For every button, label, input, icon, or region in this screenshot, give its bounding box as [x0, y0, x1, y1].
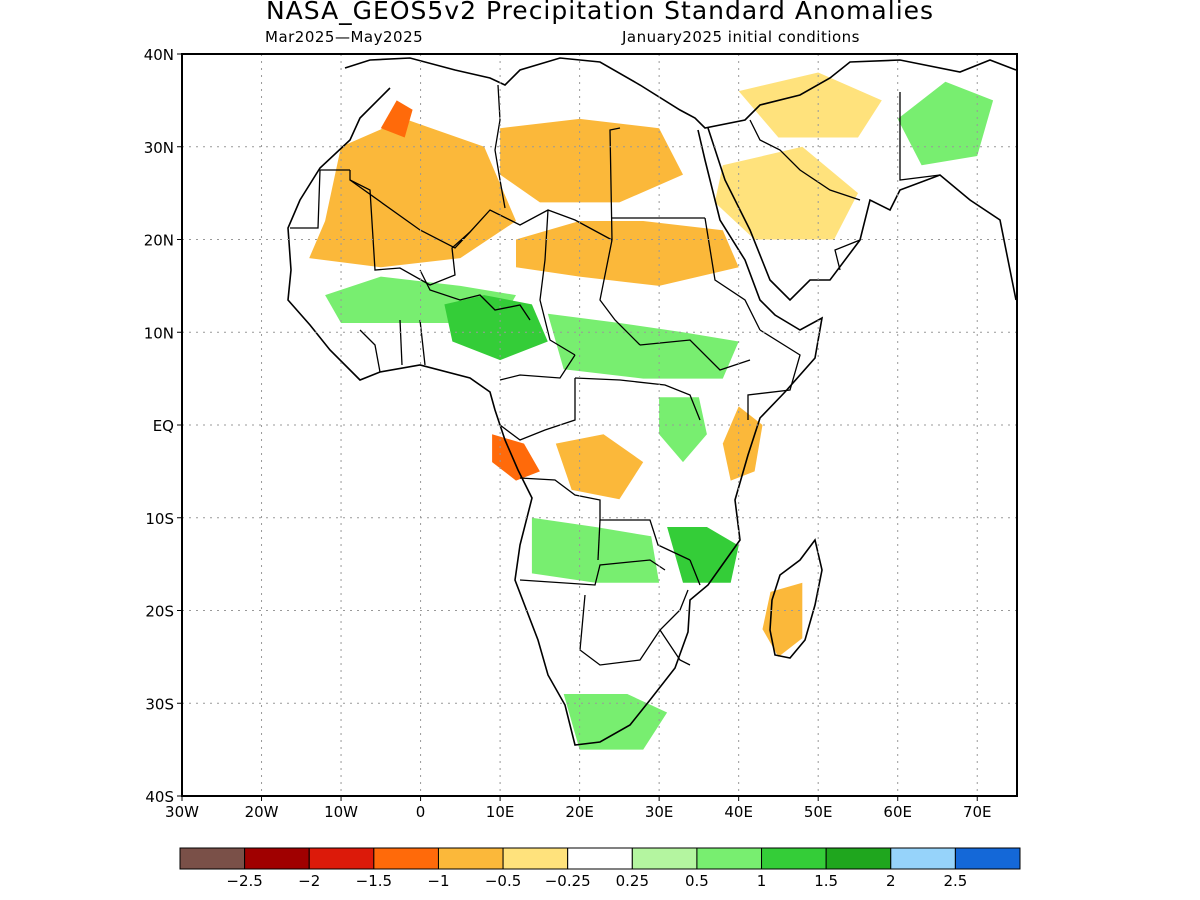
lat-label: 20N	[144, 232, 174, 250]
lat-label: 40N	[144, 46, 174, 64]
colorbar-swatch	[502, 847, 569, 870]
lon-label: 30W	[165, 803, 199, 821]
anomaly-shading	[309, 72, 994, 750]
anomaly-region	[897, 81, 994, 166]
forecast-period: Mar2025—May2025	[265, 28, 424, 46]
colorbar-label: −1.5	[356, 872, 392, 890]
colorbar-swatch	[244, 847, 310, 870]
anomaly-region	[547, 313, 739, 379]
lat-label: EQ	[153, 417, 174, 435]
colorbar-label: −0.25	[545, 872, 591, 890]
lon-label: 10W	[324, 803, 358, 821]
anomaly-region	[500, 118, 683, 203]
anomaly-region	[667, 527, 739, 583]
colorbar-swatch	[373, 847, 439, 870]
anomaly-region	[555, 434, 644, 500]
colorbar-swatch	[825, 847, 892, 870]
anomaly-region	[492, 434, 540, 481]
lon-label: 40E	[724, 803, 753, 821]
lon-label: 50E	[804, 803, 833, 821]
colorbar-label: −0.5	[485, 872, 521, 890]
anomaly-region	[722, 406, 763, 481]
colorbar-label: 0.5	[685, 872, 709, 890]
map-title: NASA_GEOS5v2 Precipitation Standard Anom…	[265, 0, 935, 25]
colorbar-label: 1	[757, 872, 767, 890]
lat-label: 20S	[145, 603, 174, 621]
anomaly-region	[714, 146, 858, 240]
lat-label: 40S	[145, 788, 174, 806]
lon-label: 20E	[565, 803, 594, 821]
colorbar-label: 1.5	[814, 872, 838, 890]
anomaly-region	[444, 295, 548, 361]
country-borders	[290, 84, 941, 666]
longitude-labels: 30W 20W 10W 0 10E 20E 30E 40E 50E 60E 70E	[165, 796, 992, 821]
colorbar-swatch	[308, 847, 375, 870]
map-grid	[182, 54, 1017, 796]
anomaly-region	[309, 118, 516, 268]
lat-label: 30S	[145, 695, 174, 713]
lon-label: 0	[416, 803, 426, 821]
anomaly-region	[738, 72, 882, 138]
colorbar-swatch	[954, 847, 1021, 870]
colorbar-label: 2	[886, 872, 896, 890]
colorbar-swatch	[567, 847, 633, 870]
lon-label: 70E	[963, 803, 992, 821]
initial-conditions: January2025 initial conditions	[622, 28, 860, 46]
colorbar-swatch	[179, 847, 246, 870]
colorbar-label: −2	[298, 872, 320, 890]
lat-label: 10S	[145, 510, 174, 528]
colorbar-label: 2.5	[943, 872, 967, 890]
colorbar-label: 0.25	[616, 872, 649, 890]
colorbar-swatch	[696, 847, 763, 870]
colorbar-label: −1	[427, 872, 449, 890]
lon-label: 10E	[486, 803, 515, 821]
colorbar-swatch	[761, 847, 827, 870]
colorbar-swatch	[437, 847, 504, 870]
colorbar-label: −2.5	[226, 872, 262, 890]
lat-label: 30N	[144, 139, 174, 157]
lon-label: 30E	[645, 803, 674, 821]
anomaly-region	[516, 221, 739, 286]
lat-label: 10N	[144, 324, 174, 342]
colorbar-swatch	[631, 847, 698, 870]
lon-label: 60E	[883, 803, 912, 821]
lon-label: 20W	[245, 803, 279, 821]
colorbar: −2.5 −2 −1.5 −1 −0.5 −0.25 0.25 0.5 1 1.5 2 2.5	[179, 847, 1021, 890]
colorbar-swatch	[890, 847, 956, 870]
anomaly-region	[563, 694, 668, 750]
anomaly-region	[380, 100, 413, 138]
anomaly-region	[531, 517, 660, 583]
anomaly-region	[659, 397, 707, 463]
latitude-labels: 40N 30N 20N 10N EQ 10S 20S 30S 40S	[144, 46, 182, 806]
